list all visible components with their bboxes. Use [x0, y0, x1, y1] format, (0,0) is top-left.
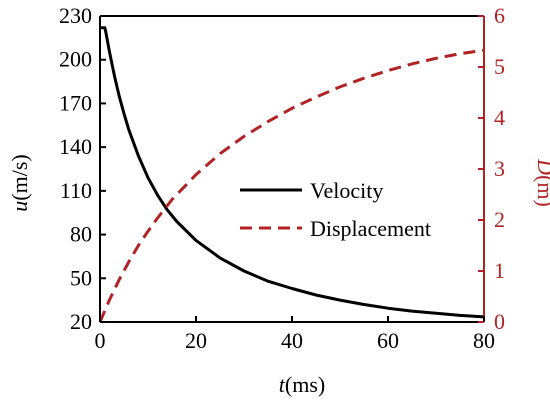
- y-left-tick-label: 200: [59, 47, 92, 72]
- x-axis-label: t(ms): [279, 372, 325, 397]
- y-right-tick-label: 0: [494, 309, 505, 334]
- y-right-tick-label: 1: [494, 258, 505, 283]
- x-tick-label: 80: [473, 328, 495, 353]
- y-right-tick-label: 6: [494, 3, 505, 28]
- y-left-axis-label: u(m/s): [7, 154, 32, 211]
- y-left-tick-label: 110: [60, 178, 92, 203]
- y-right-tick-label: 4: [494, 105, 505, 130]
- series-layer: [98, 26, 485, 323]
- y-right-tick-label: 5: [494, 54, 505, 79]
- y-right-tick-label: 2: [494, 207, 505, 232]
- x-tick-label: 40: [281, 328, 303, 353]
- x-tick-label: 20: [185, 328, 207, 353]
- y-left-tick-label: 140: [59, 134, 92, 159]
- y-right-axis-label: D(m): [533, 158, 550, 207]
- y-right-tick-label: 3: [494, 156, 505, 181]
- legend-velocity-label: Velocity: [310, 178, 383, 203]
- y-left-tick-label: 80: [70, 222, 92, 247]
- x-tick-label: 0: [95, 328, 106, 353]
- y-left-tick-label: 170: [59, 90, 92, 115]
- y-left-tick-label: 50: [70, 265, 92, 290]
- series-displacement-line: [98, 48, 485, 323]
- x-tick-label: 60: [377, 328, 399, 353]
- legend: Velocity Displacement: [240, 178, 431, 241]
- y-left-tick-label: 20: [70, 309, 92, 334]
- legend-displacement-label: Displacement: [310, 216, 431, 241]
- series-velocity-line: [100, 26, 485, 319]
- y-left-tick-label: 230: [59, 3, 92, 28]
